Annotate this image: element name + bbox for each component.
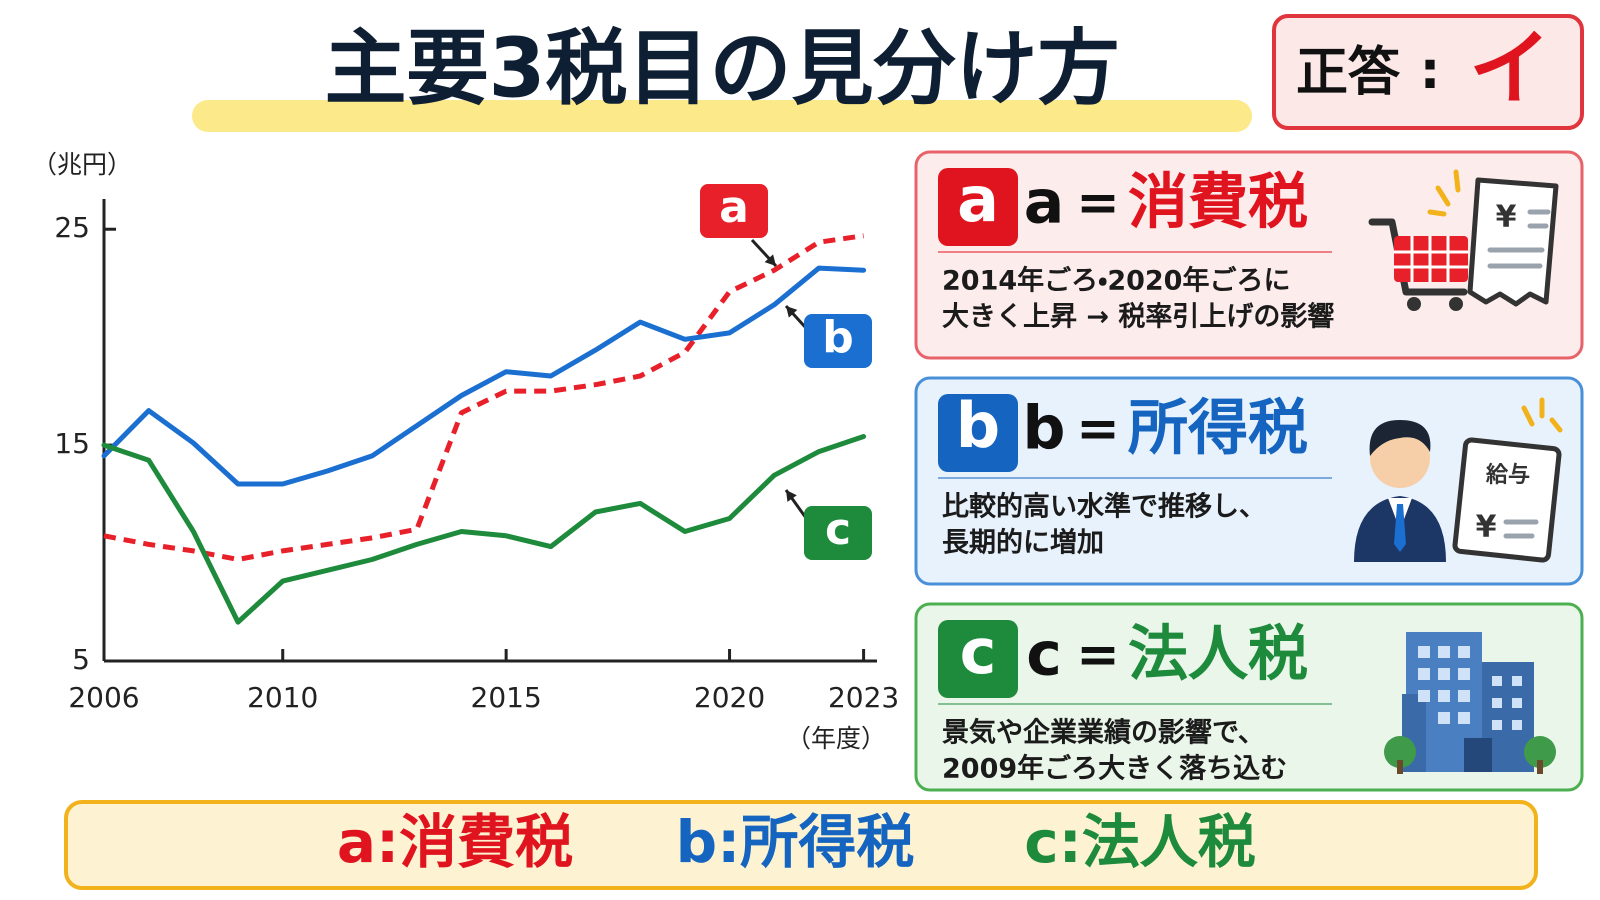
card-letter: c [1026,620,1062,690]
salary-paper-icon [1452,437,1562,563]
label-arrowhead [764,254,776,266]
summary-tax: 所得税 [739,808,914,876]
series-label-box [804,506,872,560]
title: 主要3税目の見分け方 [324,21,1119,116]
card-badge [938,394,1018,472]
summary-sep: : [376,808,399,876]
card-sep: = [1076,625,1120,685]
y-tick-label: 15 [54,427,90,460]
card-text: 景気や企業業績の影響で、 [942,717,1265,749]
summary: a:消費税 b:所得税 c:法人税 [337,808,1256,876]
icon-label: ¥ [1496,200,1517,235]
card-text: 大きく上昇 → 税率引上げの影響 [942,301,1334,333]
label-arrowhead [786,490,797,502]
x-tick-label: 2020 [694,681,765,714]
cart-icon [1368,218,1468,311]
answer-box [1272,14,1584,130]
card-text: 2009年ごろ大きく落ち込む [942,753,1287,785]
x-unit: （年度） [786,724,886,753]
card-letter: a [1024,168,1065,238]
summary-item: b:所得税 [676,808,915,876]
icon-label: 給与 [1485,462,1530,488]
card-badge-letter: a [957,163,999,236]
summary-item: c:法人税 [1024,808,1256,876]
card-sep: = [1076,173,1120,233]
answer-label: 正答 [1296,43,1401,103]
building-icon [1384,632,1556,774]
x-tick-label: 2010 [247,681,318,714]
summary-sep: : [1059,808,1082,876]
series-label: c [825,504,851,555]
summary-letter: c [1024,808,1058,876]
answer-value: イ [1469,21,1551,116]
card-badge-letter: b [956,389,1000,462]
summary-tax: 消費税 [399,808,573,876]
summary-letter: b [676,808,718,876]
card-sep: = [1076,399,1120,459]
card-badge [938,168,1018,246]
series-line [103,233,864,562]
card-badge-letter: c [960,615,997,688]
label-arrowhead [786,306,798,318]
series-label-box [700,184,768,238]
summary-sep: : [717,808,740,876]
summary-item: a:消費税 [337,808,573,876]
card-text: 比較的高い水準で推移し、 [942,491,1266,523]
icon-label: ¥ [1476,510,1497,545]
summary-tax: 法人税 [1082,808,1256,876]
card-letter: b [1023,394,1066,464]
chart: 5 15 25 2006 2010 2015 2020 2023 a b c [54,182,899,714]
series-label-box [804,314,872,368]
title-highlight [192,100,1252,132]
answer-sep: : [1420,41,1441,101]
x-tick-label: 2006 [68,681,139,714]
y-tick-label: 5 [72,643,90,676]
series-label: b [822,312,854,363]
series-line [101,434,867,625]
x-tick-label: 2015 [471,681,542,714]
card-text: 2014年ごろ・2020年ごろに [942,265,1290,297]
card-tax: 法人税 [1128,620,1308,690]
series-label: a [719,182,749,233]
y-unit: （兆円） [32,150,132,179]
summary-letter: a [337,808,376,876]
y-tick-label: 25 [54,211,90,244]
card-tax: 消費税 [1128,168,1308,238]
card-tax: 所得税 [1127,394,1308,464]
person-icon [1354,397,1563,562]
card-text: 長期的に増加 [942,527,1104,559]
receipt-icon [1427,169,1559,307]
x-tick-label: 2023 [828,681,899,714]
summary-banner [64,800,1538,890]
series-line [101,265,867,487]
card-badge [938,620,1018,698]
